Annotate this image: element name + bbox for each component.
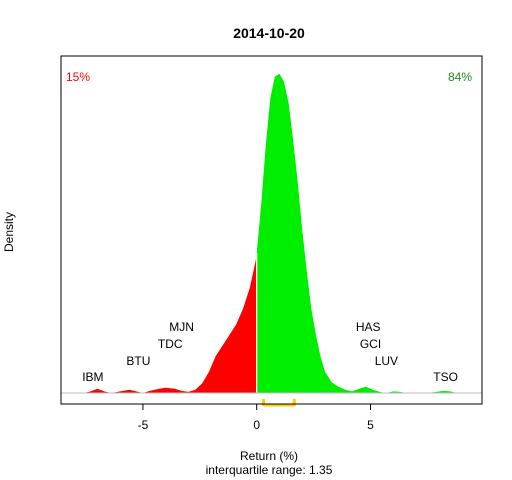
ticker-label-mjn: MJN bbox=[169, 320, 194, 334]
iqr-subtitle: interquartile range: 1.35 bbox=[206, 463, 333, 477]
ticker-label-luv: LUV bbox=[375, 354, 398, 368]
iqr-marker bbox=[262, 399, 296, 407]
ticker-label-tso: TSO bbox=[433, 370, 458, 384]
x-tick-label-0: -5 bbox=[138, 418, 149, 432]
x-tick-label-2: 5 bbox=[367, 418, 374, 432]
ticker-label-gci: GCI bbox=[360, 337, 381, 351]
negative-density-area bbox=[83, 253, 257, 393]
y-axis-label: Density bbox=[2, 212, 16, 252]
x-axis-label: Return (%) bbox=[240, 449, 298, 463]
plot-box bbox=[60, 55, 483, 405]
ticker-label-ibm: IBM bbox=[82, 370, 103, 384]
ticker-labels: IBM BTU TDC MJN HAS GCI LUV TSO bbox=[82, 320, 458, 384]
ticker-label-has: HAS bbox=[356, 320, 381, 334]
chart-title: 2014-10-20 bbox=[233, 25, 305, 41]
positive-density-area bbox=[256, 73, 462, 394]
ticker-label-btu: BTU bbox=[126, 354, 150, 368]
x-tick-label-1: 0 bbox=[253, 418, 260, 432]
plot-area: IBM BTU TDC MJN HAS GCI LUV TSO bbox=[61, 73, 482, 407]
right-percent-label: 84% bbox=[448, 70, 472, 84]
x-axis: -5 0 5 bbox=[138, 404, 374, 432]
left-percent-label: 15% bbox=[66, 70, 90, 84]
ticker-label-tdc: TDC bbox=[158, 337, 183, 351]
